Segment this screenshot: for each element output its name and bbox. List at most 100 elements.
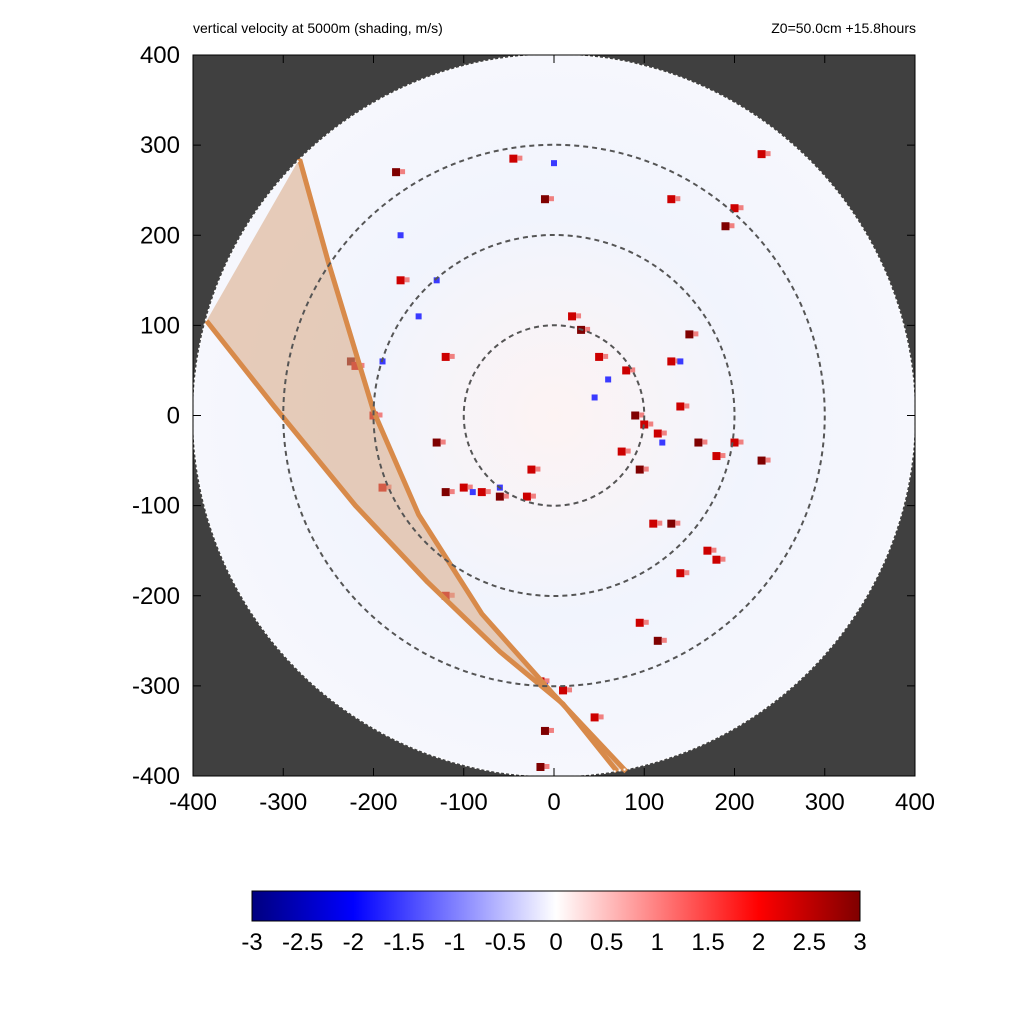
colorbar-tick-label: 3	[853, 929, 866, 956]
updraft-cell-halo	[449, 353, 455, 359]
updraft-cell-halo	[576, 313, 582, 319]
y-tick-label: 0	[167, 403, 180, 430]
updraft-cell-halo	[598, 714, 604, 720]
chart-subtitle: Z0=50.0cm +15.8hours	[771, 20, 916, 36]
updraft-cell-halo	[765, 151, 771, 157]
updraft-cell	[730, 438, 739, 447]
updraft-cell	[441, 352, 450, 361]
updraft-cell	[536, 762, 545, 771]
velocity-cells	[346, 150, 771, 771]
downdraft-cell	[591, 394, 598, 401]
y-axis-tick-labels: 400 300 200 100 0 -100 -200 -300 -400	[132, 42, 180, 790]
model-domain-disk	[193, 54, 915, 777]
updraft-cell	[685, 330, 694, 339]
range-rings	[282, 143, 826, 688]
updraft-cell-halo	[548, 727, 554, 733]
updraft-cell-halo	[657, 520, 663, 526]
colorbar-tick-label: -2	[343, 929, 364, 956]
x-tick-label: 300	[805, 789, 845, 816]
updraft-cell	[667, 357, 676, 366]
updraft-cell-halo	[630, 367, 636, 373]
colorbar-tick-label: -3	[241, 929, 262, 956]
colorbar-tick-label: 0	[549, 929, 562, 956]
updraft-cell-halo	[625, 448, 631, 454]
downdraft-cell	[433, 277, 440, 284]
updraft-cell-halo	[467, 484, 473, 490]
y-tick-label: 400	[140, 42, 180, 69]
updraft-cell-halo	[738, 439, 744, 445]
updraft-cell-halo	[684, 570, 690, 576]
colorbar-tick-label: 0.5	[590, 929, 623, 956]
range-ring-200	[372, 234, 736, 597]
y-tick-label: -200	[132, 583, 180, 610]
colorbar-tick-label: -2.5	[282, 929, 323, 956]
swath-area	[206, 158, 627, 772]
updraft-cell	[667, 519, 676, 528]
updraft-cell-halo	[404, 277, 410, 283]
updraft-cell-halo	[400, 169, 406, 175]
updraft-cell	[459, 483, 468, 492]
x-tick-label: -200	[349, 789, 397, 816]
updraft-cell	[667, 195, 676, 204]
colorbar	[251, 890, 861, 922]
downdraft-cell	[605, 376, 612, 383]
x-tick-label: 0	[547, 789, 560, 816]
updraft-cell	[635, 618, 644, 627]
updraft-cell	[757, 150, 766, 159]
swath-edge-south	[204, 319, 620, 774]
downdraft-cell	[677, 358, 684, 365]
updraft-cell	[631, 411, 640, 420]
updraft-cell	[509, 154, 518, 163]
updraft-cell	[540, 726, 549, 735]
colorbar-tick-label: -0.5	[485, 929, 526, 956]
x-tick-label: 200	[714, 789, 754, 816]
updraft-cell	[622, 366, 631, 375]
updraft-cell	[703, 546, 712, 555]
updraft-cell-halo	[517, 155, 523, 161]
x-axis-tick-labels: -400 -300 -200 -100 0 100 200 300 400	[169, 789, 935, 816]
updraft-cell-halo	[738, 205, 744, 211]
colorbar-tick-labels: -3 -2.5 -2 -1.5 -1 -0.5 0 0.5 1 1.5 2 2.5 3	[241, 929, 866, 956]
updraft-cell	[712, 452, 721, 461]
updraft-cell	[721, 222, 730, 231]
updraft-cell-halo	[675, 520, 681, 526]
updraft-cell-halo	[693, 331, 699, 337]
x-tick-label: -400	[169, 789, 217, 816]
updraft-cell-halo	[535, 466, 541, 472]
axis-ticks	[192, 54, 916, 777]
range-ring-100	[462, 324, 646, 507]
updraft-cell-halo	[720, 453, 726, 459]
updraft-cell-halo	[729, 223, 735, 229]
updraft-cell	[730, 204, 739, 213]
updraft-cell-halo	[567, 687, 573, 693]
updraft-cell	[432, 438, 441, 447]
y-tick-label: -300	[132, 673, 180, 700]
updraft-cell	[441, 488, 450, 497]
downdraft-cell	[551, 160, 557, 167]
y-tick-label: 300	[140, 132, 180, 159]
downdraft-cell	[659, 439, 666, 446]
updraft-cell-halo	[711, 547, 717, 553]
y-tick-label: 100	[140, 312, 180, 339]
updraft-cell	[649, 519, 658, 528]
updraft-cell	[757, 456, 766, 465]
colorbar-tick-label: 1.5	[691, 929, 724, 956]
updraft-cell	[676, 402, 685, 411]
x-tick-label: 100	[624, 789, 664, 816]
updraft-cell	[595, 352, 604, 361]
updraft-cell-halo	[661, 430, 667, 436]
updraft-cell	[540, 195, 549, 204]
updraft-cell-halo	[643, 466, 649, 472]
updraft-cell-halo	[548, 196, 554, 202]
colorbar-tick-label: 1	[651, 929, 664, 956]
updraft-cell-halo	[639, 412, 645, 418]
updraft-cell	[477, 488, 486, 497]
y-tick-label: -100	[132, 493, 180, 520]
updraft-cell	[676, 569, 685, 578]
updraft-cell-halo	[585, 326, 591, 332]
updraft-cell	[617, 447, 626, 456]
updraft-cell-halo	[603, 353, 609, 359]
updraft-cell-halo	[503, 493, 509, 499]
updraft-cell-halo	[544, 763, 550, 769]
